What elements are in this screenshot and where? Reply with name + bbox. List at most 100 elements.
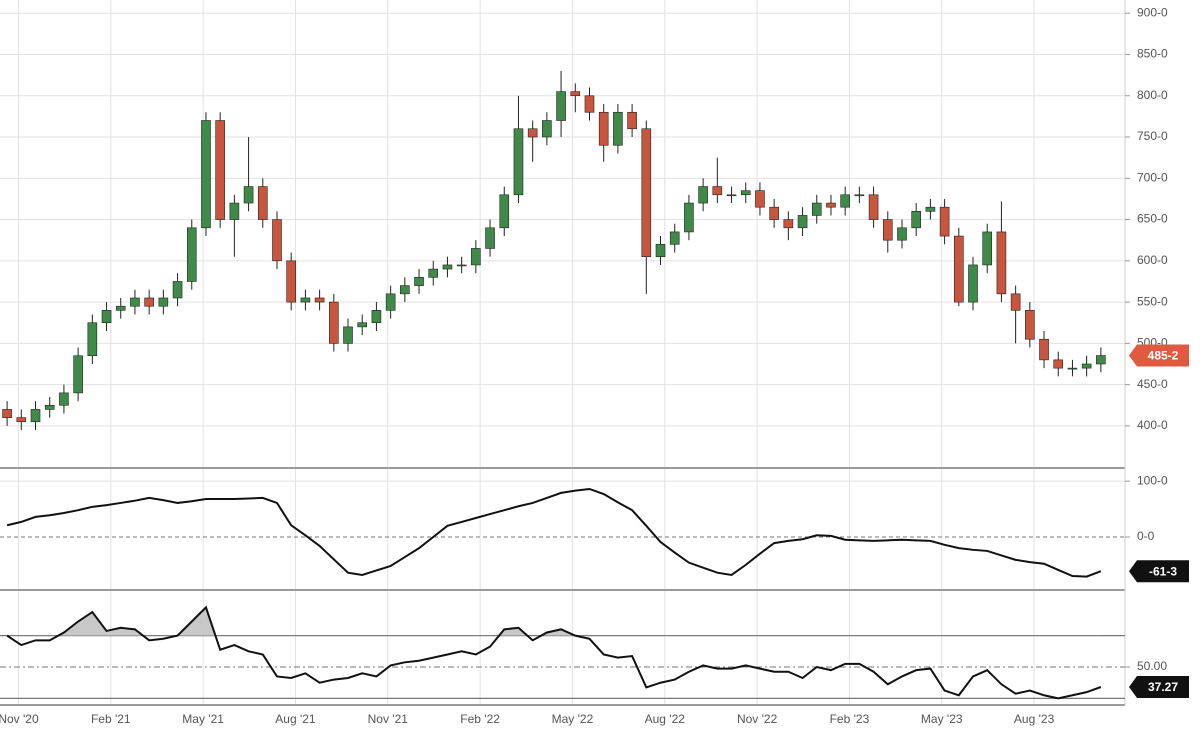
candle-body: [87, 322, 98, 357]
x-tick-label: Nov '20: [0, 712, 39, 726]
candle-body: [357, 322, 368, 328]
candle-body: [726, 194, 737, 197]
candle-body: [59, 392, 69, 406]
last-value-label: 37.27: [1148, 680, 1178, 694]
candle-body: [797, 215, 808, 229]
candle-body: [499, 194, 510, 229]
candle-body: [44, 404, 55, 410]
y-tick-label: 600-0: [1137, 253, 1168, 267]
y-tick-label: 650-0: [1137, 212, 1168, 226]
candle-body: [371, 310, 382, 324]
indicator-line: [6, 487, 1102, 578]
candle-body: [1053, 359, 1064, 369]
last-value-label: 485-2: [1148, 349, 1179, 363]
candle-body: [101, 310, 112, 324]
candle-body: [1096, 355, 1106, 365]
candle-body: [996, 231, 1007, 295]
y-tick-label: 800-0: [1137, 88, 1168, 102]
candle-body: [442, 264, 453, 270]
candle-body: [229, 202, 240, 220]
candle-body: [144, 297, 154, 307]
candle-body: [627, 111, 637, 130]
candle-body: [556, 91, 566, 121]
candle-body: [968, 264, 978, 303]
candle-body: [584, 95, 595, 113]
candle-body: [882, 219, 893, 241]
last-value-tag: [1129, 344, 1189, 367]
candle-body: [314, 297, 325, 303]
candle-body: [939, 206, 950, 237]
candle-body: [1067, 367, 1078, 370]
y-tick-label: 450-0: [1137, 377, 1168, 391]
candle-body: [400, 285, 410, 295]
y-tick-label: 700-0: [1137, 170, 1168, 184]
candle-body: [826, 202, 836, 208]
candle-body: [286, 260, 296, 303]
last-value-tag: [1129, 560, 1189, 583]
indicator-line: [6, 605, 1102, 700]
candle-body: [456, 264, 467, 267]
candle-body: [684, 202, 694, 233]
x-tick-label: Aug '23: [1014, 712, 1055, 726]
candle-body: [2, 409, 12, 418]
candle-body: [542, 120, 552, 138]
candle-body: [300, 297, 311, 303]
candle-body: [840, 194, 850, 208]
candle-body: [897, 227, 907, 241]
candle-body: [811, 202, 822, 216]
candle-body: [130, 297, 140, 307]
x-tick-label: Feb '23: [830, 712, 870, 726]
candle-body: [868, 194, 879, 220]
candle-body: [925, 206, 936, 212]
x-tick-label: Aug '22: [645, 712, 686, 726]
y-tick-label: 100-0: [1137, 473, 1168, 487]
candle-body: [570, 91, 581, 97]
candle-body: [1010, 293, 1021, 311]
candle-body: [115, 305, 126, 311]
y-tick-label: 400-0: [1137, 418, 1168, 432]
candle-body: [158, 297, 169, 307]
candle-body: [272, 219, 282, 262]
x-tick-label: Nov '22: [737, 712, 778, 726]
candle-body: [755, 190, 765, 208]
candle-body: [911, 211, 921, 229]
candle-body: [613, 111, 623, 146]
last-value-tag: [1129, 675, 1189, 698]
candle-body: [257, 186, 268, 220]
x-tick-label: Feb '22: [460, 712, 500, 726]
candle-body: [641, 128, 652, 257]
x-tick-label: May '22: [552, 712, 594, 726]
y-tick-label: 50.00: [1137, 659, 1167, 673]
y-tick-label: 0-0: [1137, 529, 1155, 543]
x-tick-label: Feb '21: [91, 712, 131, 726]
candle-body: [385, 293, 396, 311]
candle-body: [243, 186, 254, 204]
candle-body: [769, 206, 779, 220]
candle-body: [329, 301, 339, 344]
candle-body: [1025, 310, 1035, 340]
y-tick-label: 550-0: [1137, 294, 1168, 308]
candle-body: [16, 417, 27, 423]
candle-body: [527, 128, 538, 138]
candle-body: [740, 190, 751, 196]
y-tick-label: 850-0: [1137, 47, 1168, 61]
candle-body: [513, 128, 524, 196]
candle-body: [1081, 363, 1092, 369]
candle-body: [201, 120, 211, 229]
x-tick-label: Aug '21: [275, 712, 316, 726]
candle-body: [669, 231, 680, 245]
candle-body: [698, 186, 708, 204]
y-tick-label: 900-0: [1137, 5, 1168, 19]
candle-body: [172, 281, 183, 299]
candle-body: [73, 355, 83, 394]
candle-body: [471, 248, 481, 266]
x-tick-label: Nov '21: [368, 712, 409, 726]
candle-body: [954, 235, 964, 303]
candle-body: [712, 186, 723, 196]
candle-body: [428, 268, 439, 278]
x-tick-label: May '23: [921, 712, 963, 726]
candle-body: [186, 227, 197, 282]
y-tick-label: 750-0: [1137, 129, 1168, 143]
candle-body: [343, 326, 353, 344]
